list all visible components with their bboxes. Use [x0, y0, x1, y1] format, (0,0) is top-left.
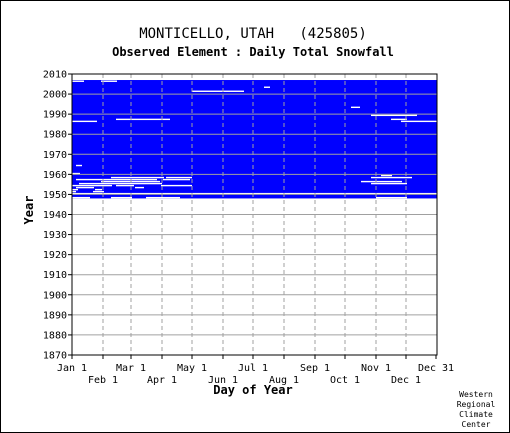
missing-segment-14	[79, 182, 162, 185]
missing-segment-9	[76, 186, 94, 189]
y-tick-label-2000: 2000	[43, 90, 67, 101]
y-tick-label-1960: 1960	[43, 170, 67, 181]
chart-subtitle: Observed Element : Daily Total Snowfall	[112, 45, 394, 59]
y-tick-label-1930: 1930	[43, 230, 67, 241]
missing-segment-28	[116, 118, 170, 121]
credit-line-3: Climate	[459, 410, 493, 419]
missing-segment-17	[361, 180, 402, 183]
credit-line-2: Regional	[457, 400, 496, 409]
x-tick-label-bottom-0: Feb 1	[88, 375, 118, 386]
missing-segment-7	[72, 188, 78, 191]
y-tick-label-1890: 1890	[43, 310, 67, 321]
missing-segment-19	[163, 178, 190, 181]
missing-segment-18	[76, 178, 157, 181]
x-tick-label-bottom-2: Jun 1	[208, 375, 238, 386]
missing-segment-13	[161, 184, 192, 187]
y-tick-label-1870: 1870	[43, 351, 67, 362]
x-tick-label-bottom-1: Apr 1	[147, 375, 177, 386]
credit-line-4: Center	[462, 420, 491, 429]
missing-segment-1	[111, 196, 132, 199]
missing-segment-34	[72, 80, 84, 82]
y-tick-label-1950: 1950	[43, 190, 67, 201]
y-tick-label-1880: 1880	[43, 330, 67, 341]
missing-segment-0	[72, 196, 90, 199]
x-tick-label-bottom-3: Aug 1	[269, 375, 299, 386]
data-layer	[72, 80, 437, 199]
missing-segment-31	[351, 106, 360, 109]
y-tick-label-1900: 1900	[43, 290, 67, 301]
missing-segment-11	[72, 184, 112, 187]
missing-segment-29	[391, 118, 407, 121]
missing-segment-3	[376, 196, 407, 199]
missing-segment-25	[76, 164, 82, 167]
x-tick-label-top-1: Mar 1	[116, 363, 146, 374]
missing-segment-26	[72, 120, 97, 123]
missing-segment-15	[371, 182, 407, 185]
missing-segment-21	[166, 176, 192, 179]
missing-segment-12	[116, 184, 134, 187]
x-tick-label-top-6: Dec 31	[418, 363, 454, 374]
y-axis-label: Year	[22, 196, 36, 225]
missing-segment-30	[371, 114, 417, 117]
y-tick-label-2010: 2010	[43, 70, 67, 81]
missing-segment-8	[95, 188, 102, 191]
missing-segment-24	[72, 172, 80, 175]
missing-segment-27	[401, 120, 437, 123]
missing-segment-10	[135, 186, 144, 189]
x-axis-label: Day of Year	[213, 383, 292, 397]
data-block-0	[72, 80, 437, 199]
x-tick-label-bottom-5: Dec 1	[391, 375, 421, 386]
missing-segment-4	[72, 192, 437, 195]
missing-segment-23	[381, 174, 392, 177]
axis-layer: 1870 1880 1890 1900 1910 1920 1930 1940 1950 1960…	[43, 70, 454, 387]
y-tick-label-1970: 1970	[43, 150, 67, 161]
missing-segment-6	[93, 190, 104, 193]
missing-segment-35	[101, 80, 117, 82]
chart-title: MONTICELLO, UTAH (425805)	[139, 26, 367, 42]
y-tick-label-1990: 1990	[43, 110, 67, 121]
x-tick-label-top-0: Jan 1	[57, 363, 87, 374]
y-tick-label-1920: 1920	[43, 250, 67, 261]
x-tick-label-top-3: Jul 1	[238, 363, 268, 374]
y-tick-label-1940: 1940	[43, 210, 67, 221]
missing-segment-33	[264, 86, 270, 88]
missing-segment-20	[111, 176, 164, 179]
grid-layer	[72, 74, 437, 355]
credit-line-1: Western	[459, 390, 493, 399]
y-tick-label-1910: 1910	[43, 270, 67, 281]
x-tick-label-bottom-4: Oct 1	[330, 375, 360, 386]
missing-segment-5	[72, 190, 76, 193]
x-tick-label-top-4: Sep 1	[300, 363, 330, 374]
missing-segment-2	[146, 196, 180, 199]
missing-segment-22	[371, 176, 412, 179]
y-tick-label-1980: 1980	[43, 130, 67, 141]
missing-segment-32	[192, 90, 244, 92]
x-tick-label-top-5: Nov 1	[361, 363, 391, 374]
x-tick-label-top-2: May 1	[177, 363, 207, 374]
